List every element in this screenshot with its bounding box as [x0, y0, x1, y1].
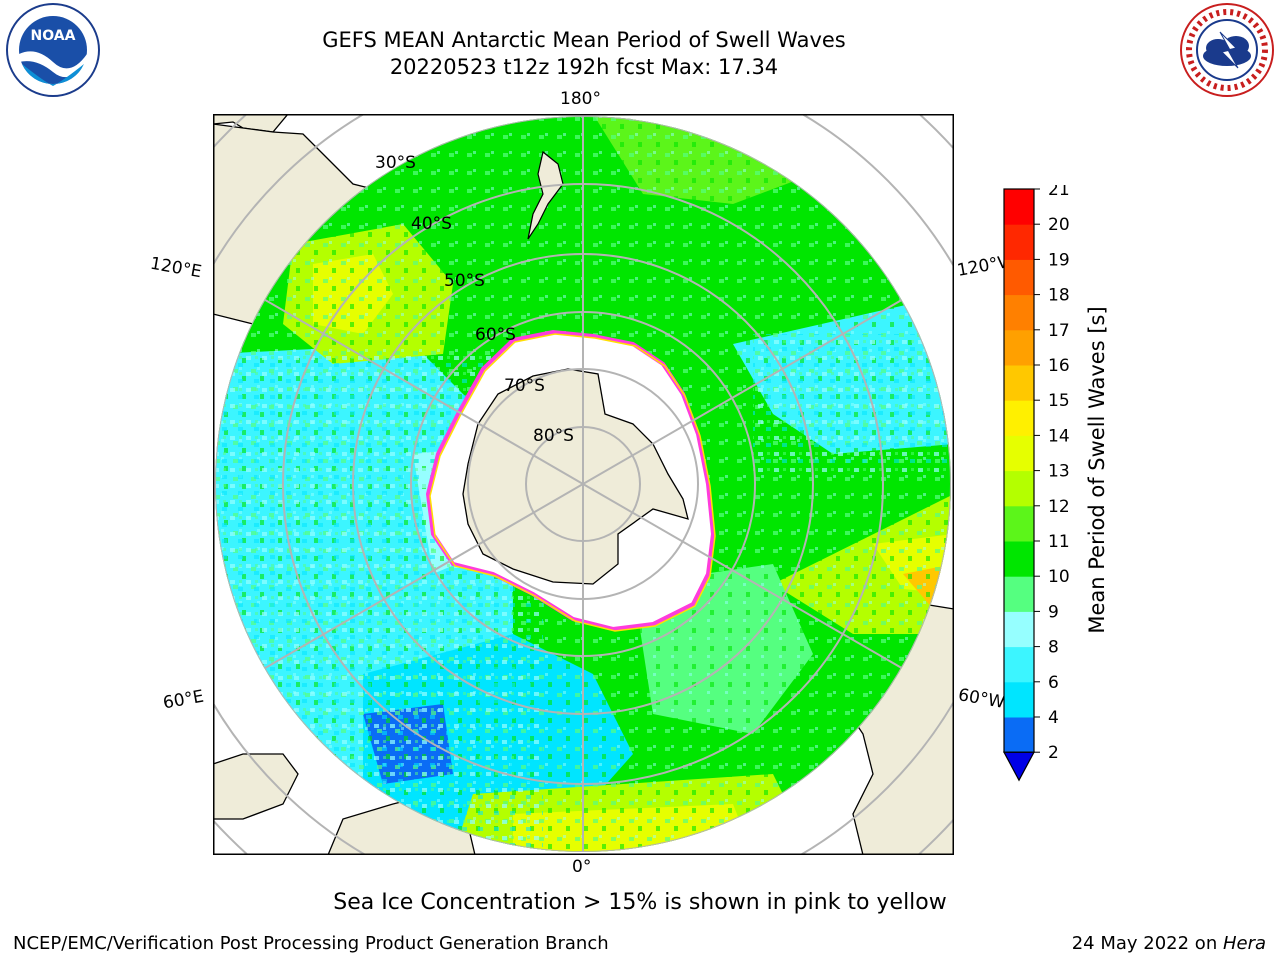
colorbar-tick-label: 2	[1048, 743, 1059, 763]
colorbar-segment	[1004, 294, 1034, 331]
lat-label-70s: 70°S	[504, 376, 545, 396]
lon-label-60w: 60°W	[956, 685, 1007, 713]
lat-label-80s: 80°S	[533, 426, 574, 446]
colorbar-tick-label: 13	[1048, 462, 1070, 482]
lon-label-180: 180°	[560, 89, 601, 109]
chart-title: GEFS MEAN Antarctic Mean Period of Swell…	[322, 28, 846, 52]
footer-date-text: 24 May 2022 on	[1071, 933, 1223, 954]
colorbar-segment	[1004, 189, 1034, 225]
colorbar-segment	[1004, 717, 1034, 753]
colorbar-tick-label: 8	[1048, 638, 1059, 658]
chart-subtitle: 20220523 t12z 192h fcst Max: 17.34	[389, 55, 779, 79]
colorbar-tick-label: 12	[1048, 497, 1070, 517]
colorbar-segment	[1004, 400, 1034, 436]
polar-map: 30°S 40°S 50°S 60°S 70°S 80°S	[213, 114, 954, 855]
colorbar-tick-label: 11	[1048, 532, 1070, 552]
lat-label-30s: 30°S	[375, 153, 416, 173]
colorbar-segment	[1004, 470, 1034, 507]
colorbar-tick-label: 21	[1048, 185, 1070, 200]
colorbar-tick-label: 10	[1048, 567, 1070, 587]
colorbar-tick-label: 16	[1048, 356, 1070, 376]
colorbar-tick-label: 14	[1048, 426, 1070, 446]
colorbar-segment	[1004, 681, 1034, 718]
colorbar-segment	[1004, 329, 1034, 366]
colorbar-extend-triangle	[1002, 751, 1036, 782]
svg-text:NOAA: NOAA	[31, 28, 76, 44]
colorbar-tick-label: 9	[1048, 602, 1059, 622]
colorbar-segment	[1004, 505, 1034, 542]
colorbar-segment	[1004, 611, 1034, 648]
lon-label-120e: 120°E	[148, 253, 204, 283]
colorbar-tick-label: 20	[1048, 215, 1070, 235]
nws-logo	[1180, 3, 1274, 97]
noaa-logo: NOAA	[6, 3, 100, 97]
lat-label-60s: 60°S	[475, 325, 516, 345]
footer-credit: NCEP/EMC/Verification Post Processing Pr…	[13, 933, 609, 954]
footer-machine: Hera	[1222, 933, 1266, 954]
colorbar-tick-label: 17	[1048, 321, 1070, 341]
colorbar-segment	[1004, 224, 1034, 260]
colorbar-segment	[1004, 541, 1034, 577]
colorbar-segment	[1004, 576, 1034, 612]
sea-ice-caption: Sea Ice Concentration > 15% is shown in …	[333, 890, 947, 915]
colorbar-label: Mean Period of Swell Waves [s]	[1085, 306, 1109, 634]
colorbar-tick-label: 19	[1048, 250, 1070, 270]
footer-date: 24 May 2022 on Hera	[1072, 933, 1266, 954]
lat-label-50s: 50°S	[444, 271, 485, 291]
lon-label-0: 0°	[572, 857, 592, 877]
colorbar-tick-label: 6	[1048, 673, 1059, 693]
colorbar-tick-label: 4	[1048, 708, 1059, 728]
colorbar: 2 4 6 8 9 10 11 12 13 14 15 16 17 18 19 20 21	[1002, 185, 1070, 782]
colorbar-tick-label: 15	[1048, 391, 1070, 411]
colorbar-segment	[1004, 259, 1034, 296]
colorbar-segment	[1004, 646, 1034, 683]
colorbar-tick-label: 18	[1048, 286, 1070, 306]
colorbar-segment	[1004, 435, 1034, 472]
lon-label-60e: 60°E	[161, 686, 206, 714]
lat-label-40s: 40°S	[411, 214, 452, 234]
colorbar-segment	[1004, 365, 1034, 401]
